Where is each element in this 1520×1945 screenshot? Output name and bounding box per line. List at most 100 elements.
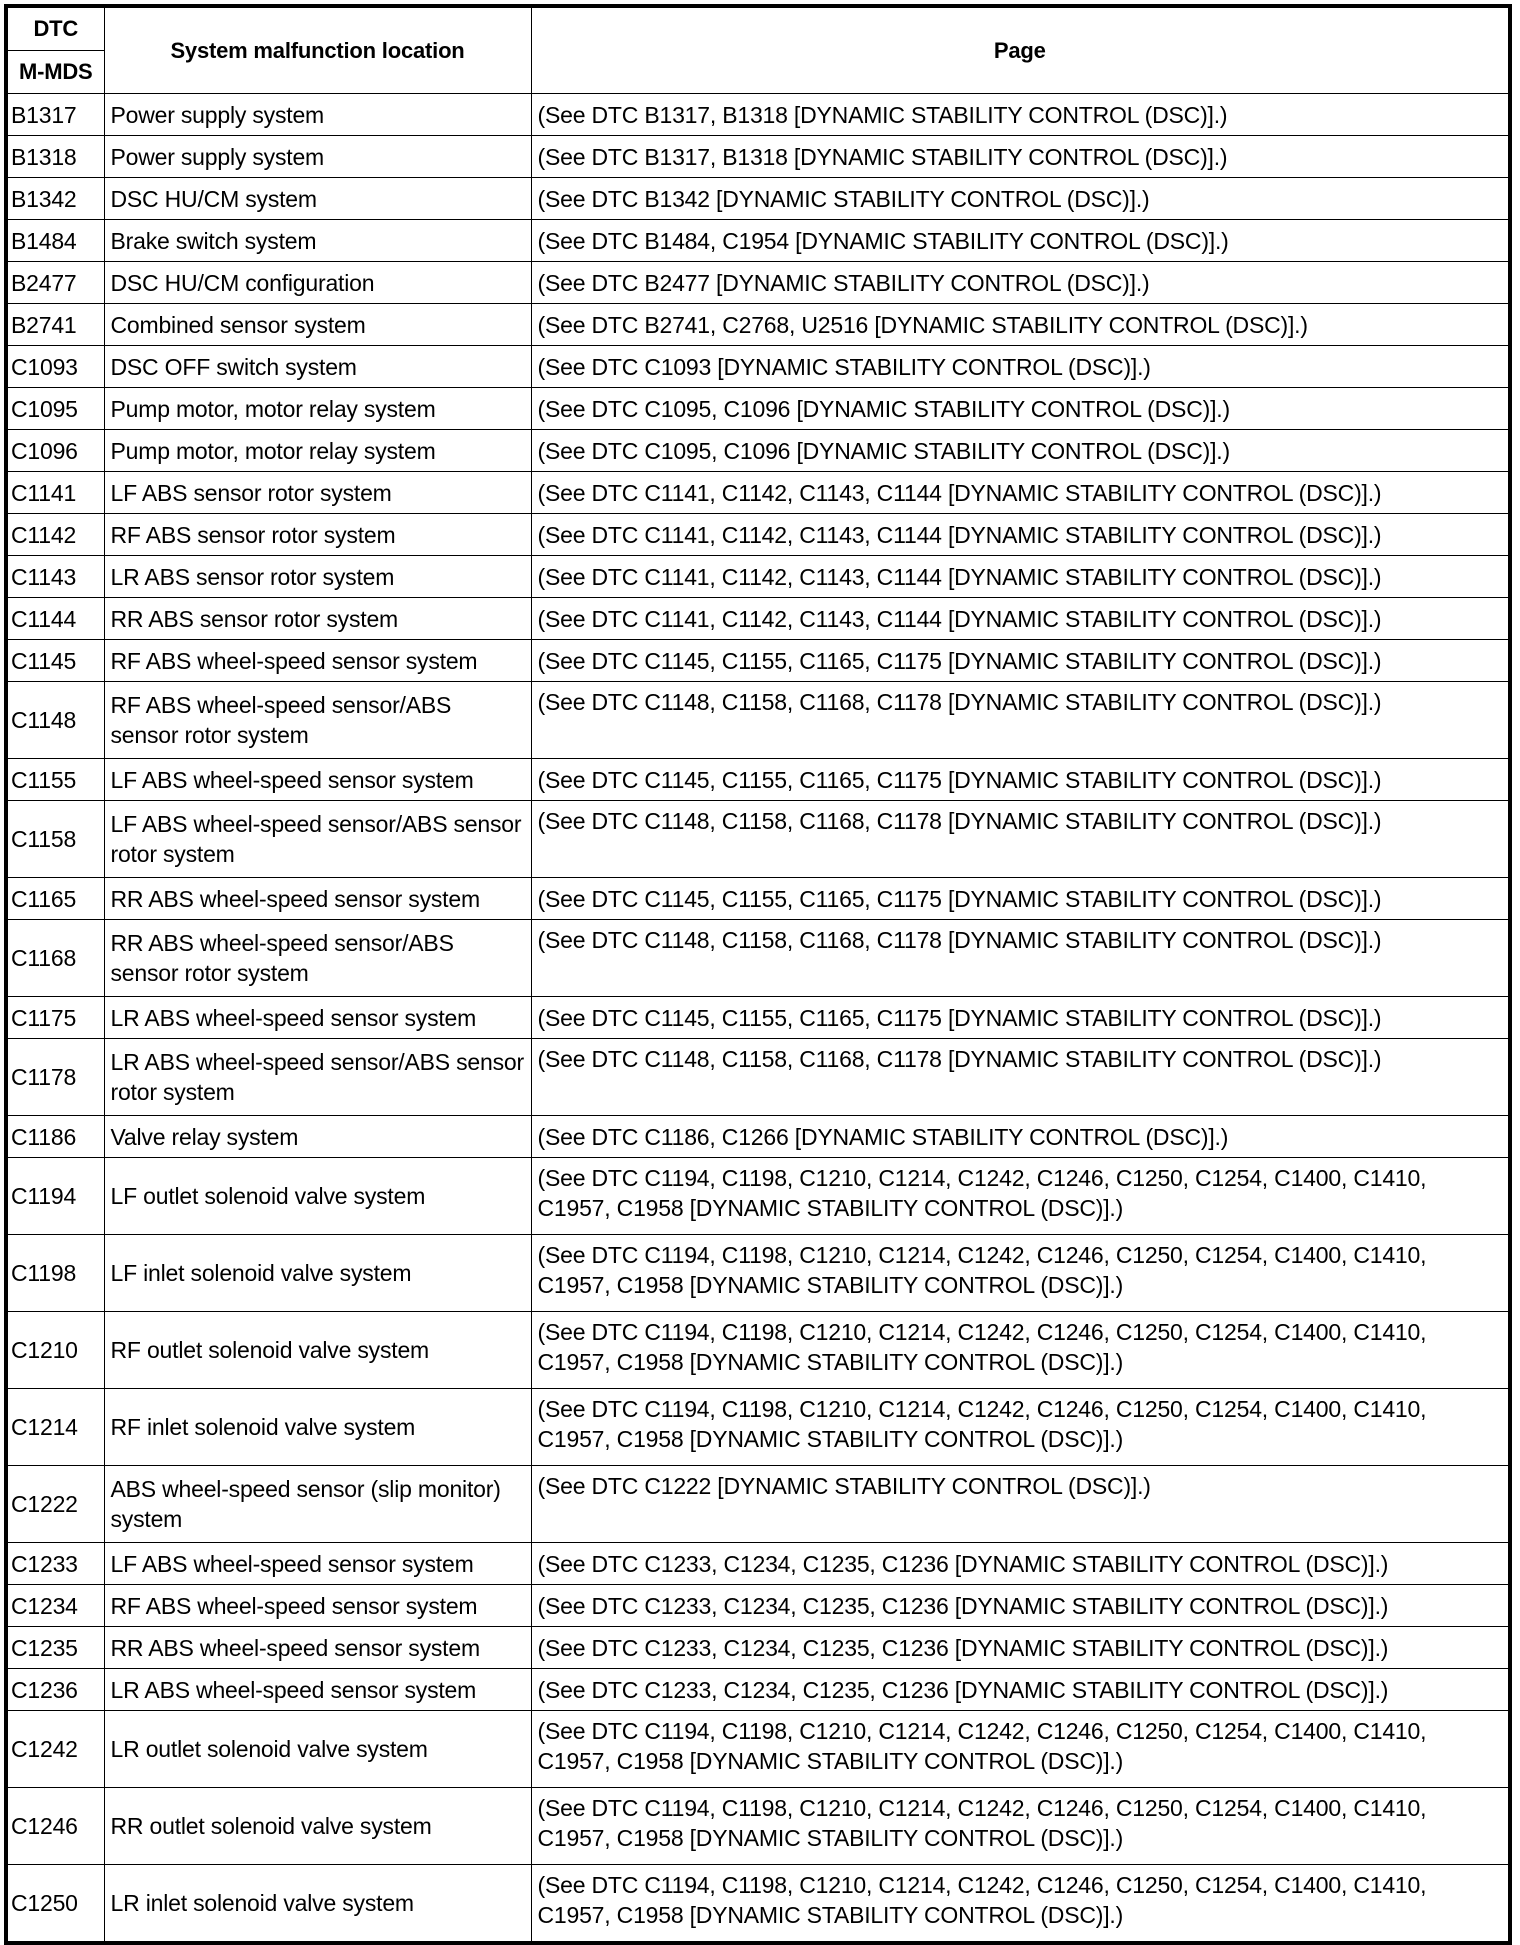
table-row: C1095 Pump motor, motor relay system (See … (5, 387, 1511, 430)
table-row: C1214 RF inlet solenoid valve system (See … (5, 1388, 1511, 1466)
page-reference-cell: (See DTC B1484, C1954 [DYNAMIC STABILITY… (530, 219, 1511, 262)
table-row: C1234 RF ABS wheel-speed sensor system (Se… (5, 1584, 1511, 1627)
table-row: C1222 ABS wheel-speed sensor (slip monito… (5, 1465, 1511, 1543)
header-page: Page (530, 5, 1511, 94)
page-reference-cell: (See DTC C1194, C1198, C1210, C1214, C12… (530, 1710, 1511, 1788)
location-cell: Power supply system (103, 93, 532, 136)
page-reference-cell: (See DTC C1148, C1158, C1168, C1178 [DYN… (530, 681, 1511, 759)
location-cell: RR outlet solenoid valve system (103, 1787, 532, 1865)
table-body: B1317 Power supply system (See DTC B1317, … (5, 93, 1511, 1944)
page-reference-cell: (See DTC C1141, C1142, C1143, C1144 [DYN… (530, 513, 1511, 556)
page-reference-cell: (See DTC C1194, C1198, C1210, C1214, C12… (530, 1311, 1511, 1389)
table-row: B1342 DSC HU/CM system (See DTC B1342 [DYN… (5, 177, 1511, 220)
page-reference-cell: (See DTC B2741, C2768, U2516 [DYNAMIC ST… (530, 303, 1511, 346)
location-cell: Brake switch system (103, 219, 532, 262)
location-cell: LF outlet solenoid valve system (103, 1157, 532, 1235)
location-cell: Pump motor, motor relay system (103, 429, 532, 472)
page-reference-cell: (See DTC C1194, C1198, C1210, C1214, C12… (530, 1787, 1511, 1865)
page-reference-cell: (See DTC C1095, C1096 [DYNAMIC STABILITY… (530, 429, 1511, 472)
table-row: C1178 LR ABS wheel-speed sensor/ABS senso… (5, 1038, 1511, 1116)
page-reference-cell: (See DTC B1317, B1318 [DYNAMIC STABILITY… (530, 93, 1511, 136)
page-reference-cell: (See DTC C1093 [DYNAMIC STABILITY CONTRO… (530, 345, 1511, 388)
table-row: B1317 Power supply system (See DTC B1317, … (5, 93, 1511, 136)
dtc-code-cell: B2477 (5, 261, 105, 304)
table-row: C1145 RF ABS wheel-speed sensor system (Se… (5, 639, 1511, 682)
location-cell: LR ABS sensor rotor system (103, 555, 532, 598)
page-reference-cell: (See DTC C1145, C1155, C1165, C1175 [DYN… (530, 758, 1511, 801)
page-reference-cell: (See DTC B2477 [DYNAMIC STABILITY CONTRO… (530, 261, 1511, 304)
table-row: B1318 Power supply system (See DTC B1317, … (5, 135, 1511, 178)
page-reference-cell: (See DTC C1148, C1158, C1168, C1178 [DYN… (530, 800, 1511, 878)
location-cell: LF ABS wheel-speed sensor system (103, 758, 532, 801)
page-reference-cell: (See DTC C1194, C1198, C1210, C1214, C12… (530, 1864, 1511, 1944)
dtc-code-cell: C1141 (5, 471, 105, 514)
table-row: B2741 Combined sensor system (See DTC B274… (5, 303, 1511, 346)
table-row: C1236 LR ABS wheel-speed sensor system (Se… (5, 1668, 1511, 1711)
location-cell: LR ABS wheel-speed sensor/ABS sensor rot… (103, 1038, 532, 1116)
dtc-code-cell: C1144 (5, 597, 105, 640)
dtc-code-cell: B1342 (5, 177, 105, 220)
page-reference-cell: (See DTC C1233, C1234, C1235, C1236 [DYN… (530, 1626, 1511, 1669)
table-row: B2477 DSC HU/CM configuration (See DTC B24… (5, 261, 1511, 304)
table-row: C1143 LR ABS sensor rotor system (See DTC … (5, 555, 1511, 598)
page-reference-cell: (See DTC C1148, C1158, C1168, C1178 [DYN… (530, 1038, 1511, 1116)
header-row-2: M-MDS (5, 50, 1510, 94)
page-reference-cell: (See DTC B1342 [DYNAMIC STABILITY CONTRO… (530, 177, 1511, 220)
location-cell: RF outlet solenoid valve system (103, 1311, 532, 1389)
table-row: C1144 RR ABS sensor rotor system (See DTC … (5, 597, 1511, 640)
table-row: B1484 Brake switch system (See DTC B1484, … (5, 219, 1511, 262)
location-cell: LF inlet solenoid valve system (103, 1234, 532, 1312)
page-reference-cell: (See DTC C1194, C1198, C1210, C1214, C12… (530, 1234, 1511, 1312)
dtc-code-cell: C1148 (5, 681, 105, 759)
page-reference-cell: (See DTC C1141, C1142, C1143, C1144 [DYN… (530, 471, 1511, 514)
dtc-code-cell: B1484 (5, 219, 105, 262)
table-row: C1233 LF ABS wheel-speed sensor system (Se… (5, 1542, 1511, 1585)
location-cell: Valve relay system (103, 1115, 532, 1158)
dtc-code-cell: C1250 (5, 1864, 105, 1944)
table-row: C1142 RF ABS sensor rotor system (See DTC … (5, 513, 1511, 556)
dtc-code-cell: C1246 (5, 1787, 105, 1865)
dtc-code-cell: C1186 (5, 1115, 105, 1158)
page-reference-cell: (See DTC C1222 [DYNAMIC STABILITY CONTRO… (530, 1465, 1511, 1543)
page-reference-cell: (See DTC C1145, C1155, C1165, C1175 [DYN… (530, 639, 1511, 682)
dtc-code-cell: C1158 (5, 800, 105, 878)
dtc-code-cell: C1145 (5, 639, 105, 682)
page-reference-cell: (See DTC C1141, C1142, C1143, C1144 [DYN… (530, 597, 1511, 640)
table-row: C1194 LF outlet solenoid valve system (See… (5, 1157, 1511, 1235)
dtc-code-cell: C1096 (5, 429, 105, 472)
header-row: DTC System malfunction location Page (5, 5, 1511, 94)
table-row: C1186 Valve relay system (See DTC C1186, C… (5, 1115, 1511, 1158)
location-cell: LR inlet solenoid valve system (103, 1864, 532, 1944)
table-row: C1168 RR ABS wheel-speed sensor/ABS senso… (5, 919, 1511, 997)
dtc-code-cell: C1234 (5, 1584, 105, 1627)
table-row: C1141 LF ABS sensor rotor system (See DTC … (5, 471, 1511, 514)
table-row: C1198 LF inlet solenoid valve system (See … (5, 1234, 1511, 1312)
dtc-code-cell: C1194 (5, 1157, 105, 1235)
page-reference-cell: (See DTC C1186, C1266 [DYNAMIC STABILITY… (530, 1115, 1511, 1158)
table-row: C1093 DSC OFF switch system (See DTC C1093… (5, 345, 1511, 388)
table-row: C1155 LF ABS wheel-speed sensor system (Se… (5, 758, 1511, 801)
location-cell: LF ABS wheel-speed sensor/ABS sensor rot… (103, 800, 532, 878)
dtc-code-cell: C1198 (5, 1234, 105, 1312)
dtc-code-cell: C1143 (5, 555, 105, 598)
dtc-code-cell: C1175 (5, 996, 105, 1039)
page-reference-cell: (See DTC C1145, C1155, C1165, C1175 [DYN… (530, 996, 1511, 1039)
page-reference-cell: (See DTC C1194, C1198, C1210, C1214, C12… (530, 1388, 1511, 1466)
dtc-code-cell: C1236 (5, 1668, 105, 1711)
dtc-code-cell: C1165 (5, 877, 105, 920)
location-cell: LF ABS sensor rotor system (103, 471, 532, 514)
location-cell: Power supply system (103, 135, 532, 178)
location-cell: RR ABS wheel-speed sensor system (103, 1626, 532, 1669)
dtc-code-cell: C1178 (5, 1038, 105, 1116)
page-reference-cell: (See DTC C1095, C1096 [DYNAMIC STABILITY… (530, 387, 1511, 430)
table-row: C1210 RF outlet solenoid valve system (See… (5, 1311, 1511, 1389)
location-cell: RR ABS wheel-speed sensor/ABS sensor rot… (103, 919, 532, 997)
table-row: C1158 LF ABS wheel-speed sensor/ABS senso… (5, 800, 1511, 878)
dtc-code-cell: B1317 (5, 93, 105, 136)
dtc-code-cell: C1168 (5, 919, 105, 997)
dtc-code-cell: C1235 (5, 1626, 105, 1669)
header-dtc: DTC (5, 5, 105, 51)
location-cell: RF ABS wheel-speed sensor/ABS sensor rot… (103, 681, 532, 759)
dtc-code-cell: C1242 (5, 1710, 105, 1788)
location-cell: DSC OFF switch system (103, 345, 532, 388)
